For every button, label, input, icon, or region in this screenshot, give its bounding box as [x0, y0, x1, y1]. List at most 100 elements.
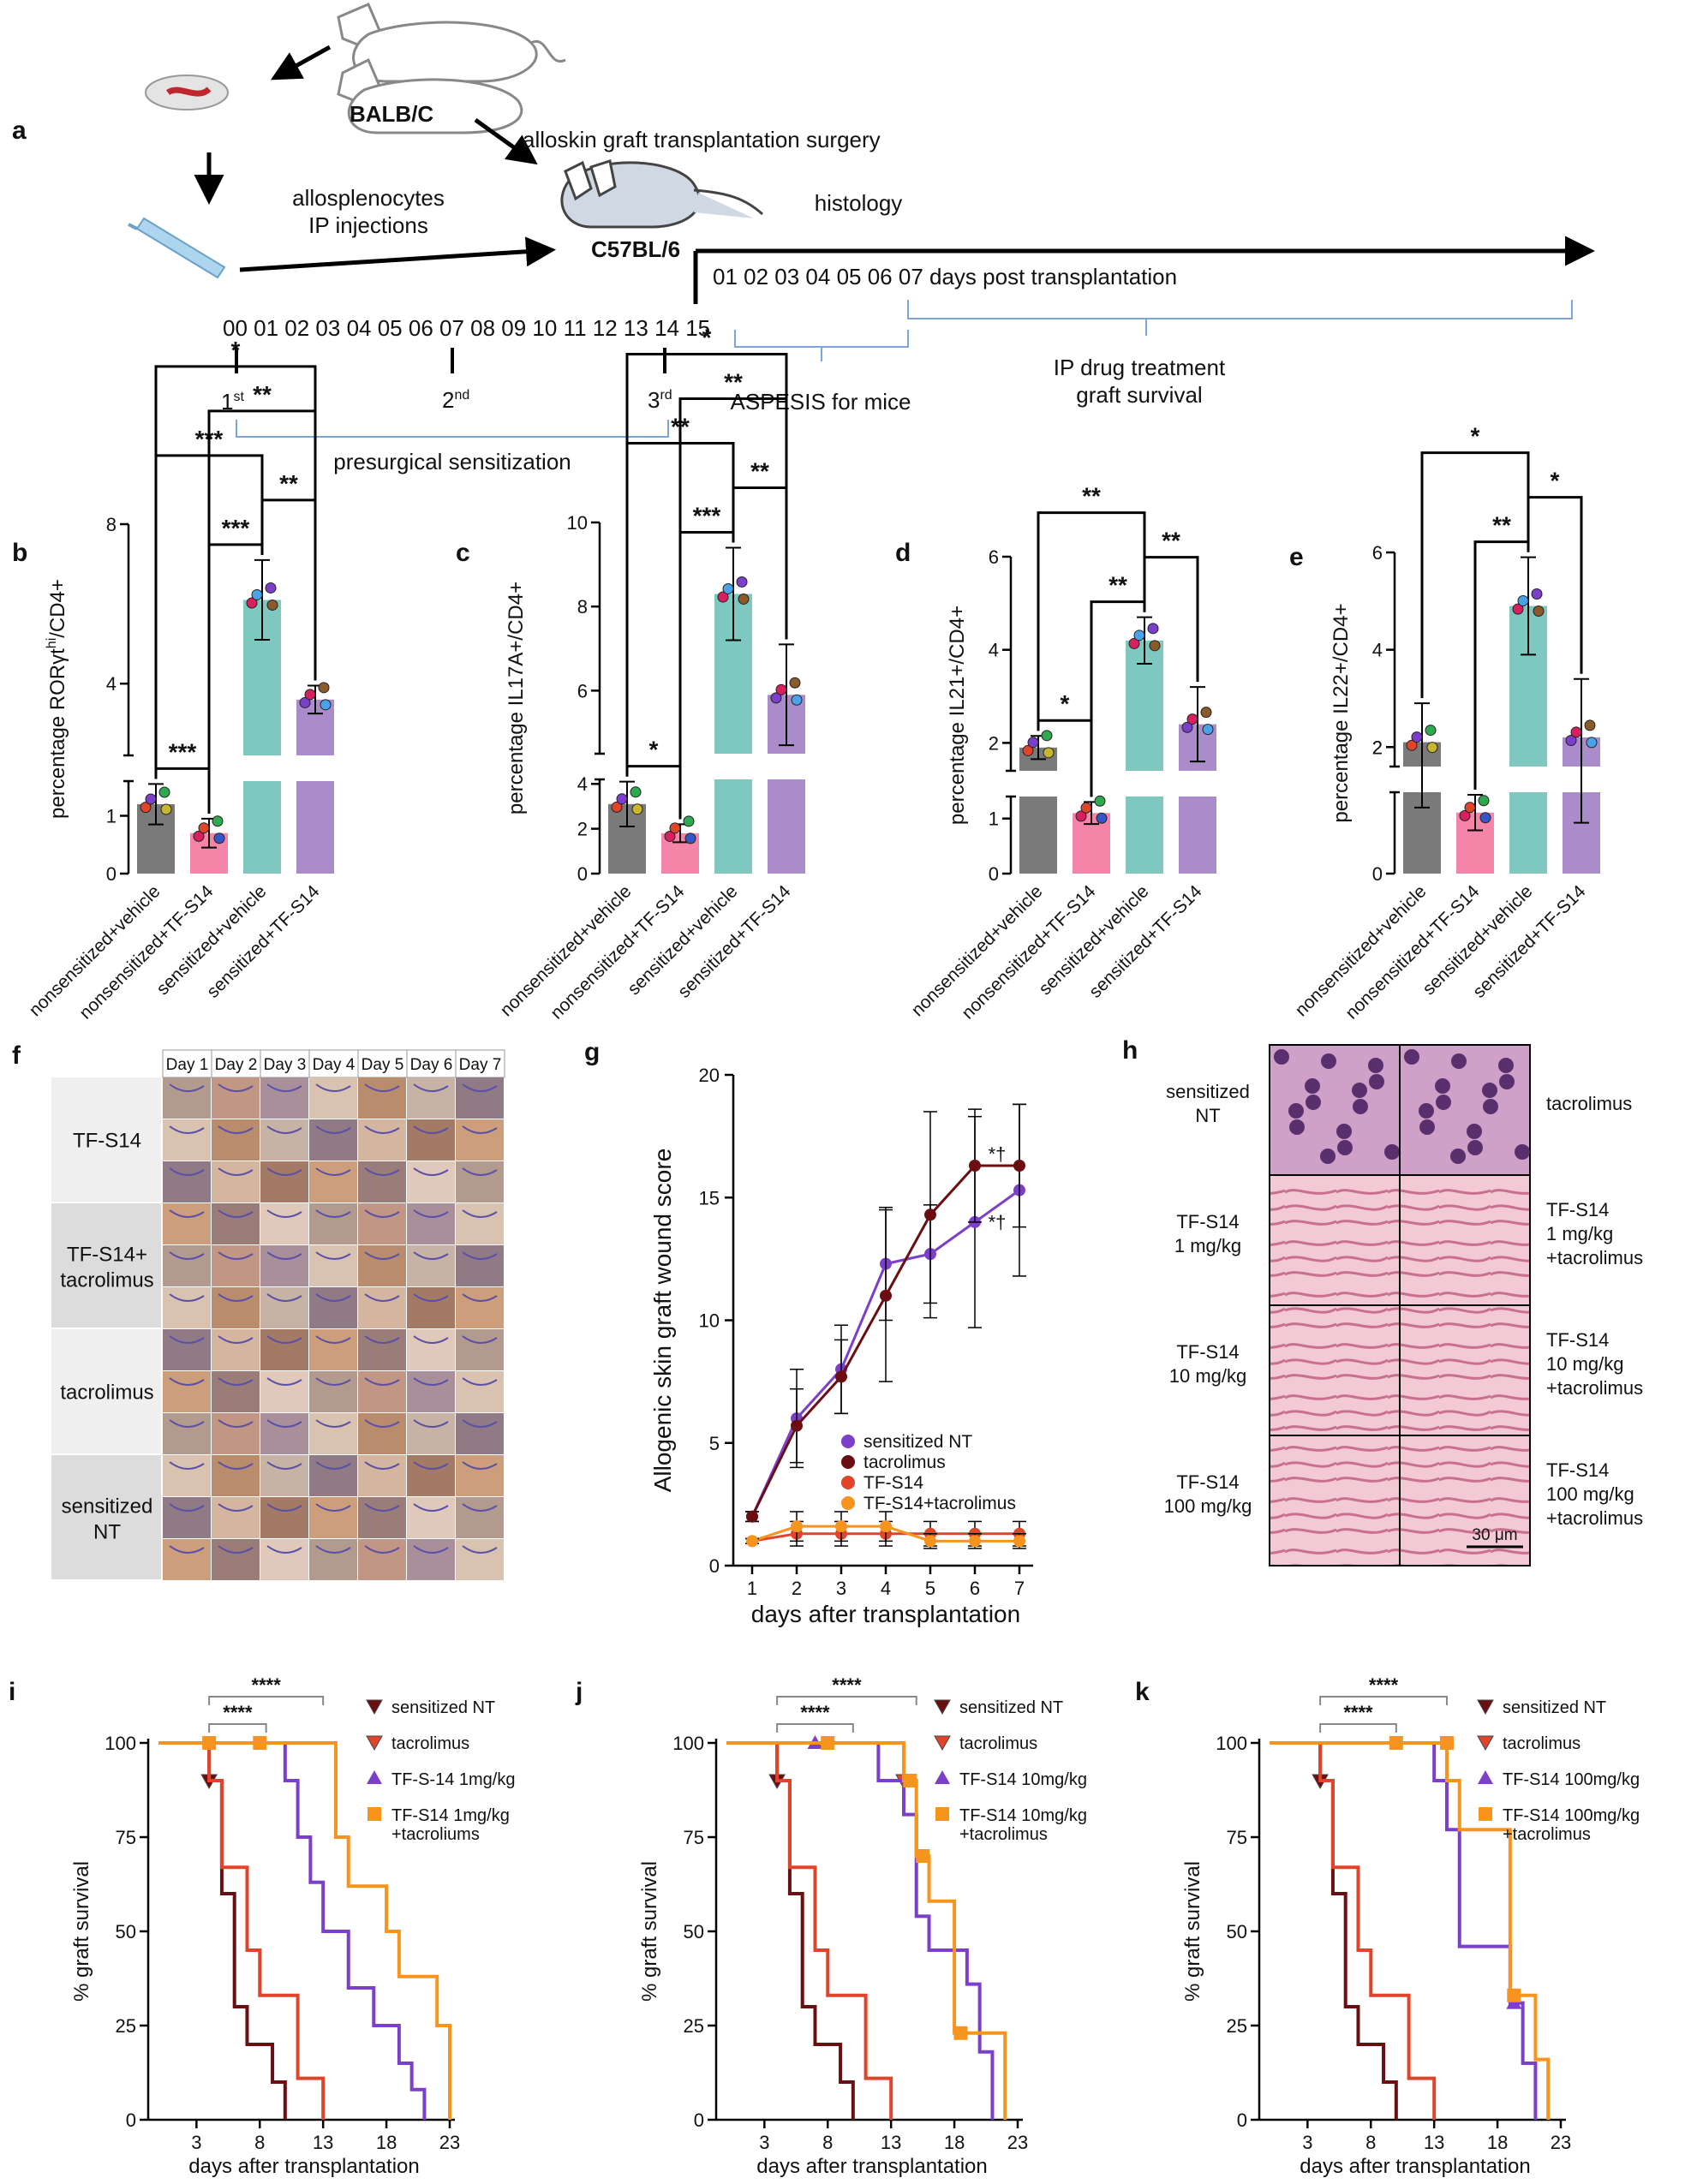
suture-line [266, 1083, 302, 1092]
suture-line [266, 1209, 302, 1218]
survival-curve-i-2 [158, 1741, 427, 2120]
data-point-c-2 [717, 591, 729, 603]
nucleus [1483, 1099, 1498, 1114]
suture-line [218, 1335, 254, 1344]
suture-line [266, 1167, 302, 1176]
y-tick-label-d: 6 [989, 546, 999, 568]
censor-marker-j [953, 2026, 968, 2040]
histology-image [1269, 1174, 1401, 1306]
data-point-d-0 [1027, 737, 1039, 749]
x-tick-label-g: 5 [925, 1578, 935, 1599]
data-point-b-2 [246, 597, 258, 609]
y-axis-label-k: % graft survival [1181, 1861, 1204, 2002]
legend-marker-g [841, 1435, 855, 1448]
suture-line [169, 1251, 205, 1260]
data-point-d-3 [1200, 707, 1212, 719]
wound-photo-tile [212, 1371, 260, 1412]
sig-label-e: * [1471, 423, 1480, 450]
legend-label-g: TF-S14 [863, 1473, 923, 1493]
legend-marker-i [367, 1807, 381, 1821]
data-point-e-2 [1517, 595, 1529, 606]
dose-3-label: 3rd [648, 387, 672, 413]
legend-label-2-i: +tacroliums [391, 1825, 480, 1844]
y-tick-label-d: 0 [989, 863, 999, 885]
data-point-d-2 [1133, 630, 1145, 641]
y-tick-label-k: 100 [1216, 1733, 1247, 1754]
suture-line [413, 1503, 449, 1512]
group-label-bg [51, 1455, 161, 1579]
suture-line [413, 1293, 449, 1302]
histology-image [1399, 1435, 1531, 1566]
suture-line [218, 1083, 254, 1092]
suture-line [315, 1419, 351, 1428]
suture-line [315, 1293, 351, 1302]
data-point-d-0 [1043, 747, 1055, 759]
histology-right-label: 1 mg/kg [1546, 1223, 1613, 1244]
group-label-bg [51, 1203, 161, 1328]
scale-bar-label: 30 μm [1472, 1526, 1517, 1544]
y-tick-label-k: 25 [1227, 2015, 1247, 2037]
data-point-b-3 [304, 689, 316, 701]
data-point-b-0 [145, 793, 157, 805]
data-point-d-1 [1075, 810, 1087, 822]
y-tick-label-g: 0 [709, 1555, 720, 1577]
suture-line [462, 1335, 498, 1344]
histology-label: histology [815, 190, 903, 216]
data-point-b-3 [318, 682, 330, 694]
surgery-label: alloskin graft transplantation surgery [523, 127, 881, 152]
y-axis-label-d: percentage IL21+/CD4+ [946, 606, 969, 825]
histology-right-label: +tacrolimus [1546, 1247, 1643, 1268]
y-tick-label-c: 10 [567, 512, 588, 534]
bar-low-d-3 [1179, 797, 1216, 874]
data-point-e-1 [1478, 795, 1490, 807]
y-tick-label-b: 0 [106, 863, 117, 885]
wound-photo-tile [309, 1329, 357, 1370]
suture-line [315, 1461, 351, 1470]
data-point-g-3 [791, 1520, 803, 1533]
day-header-label: Day 5 [362, 1056, 404, 1074]
y-tick-label-b: 4 [106, 673, 117, 695]
sig-label-d: ** [1082, 483, 1101, 510]
bar-low-c-3 [768, 779, 805, 874]
legend-marker-g [841, 1476, 855, 1489]
panel-letter-c: c [456, 539, 470, 567]
censor-marker-k [1507, 1988, 1521, 2002]
group-label-2: tacrolimus [60, 1269, 153, 1292]
suture-line [218, 1419, 254, 1428]
data-point-c-2 [738, 593, 750, 605]
data-point-d-0 [1022, 744, 1034, 756]
suture-line [169, 1293, 205, 1302]
data-point-c-2 [736, 576, 748, 588]
wound-photo-tile [407, 1119, 455, 1161]
sig-label-k: **** [1343, 1702, 1373, 1723]
histology-right-label: TF-S14 [1546, 1329, 1609, 1351]
sig-label-c: ** [724, 368, 743, 395]
sig-label-b: * [231, 337, 241, 363]
legend-marker-k [1477, 1735, 1494, 1751]
suture-line [266, 1545, 302, 1554]
y-label-main-e: percentage IL22+/CD4+ [1330, 603, 1353, 822]
legend-label-j: TF-S14 10mg/kg [959, 1806, 1087, 1825]
wound-photo-tile [260, 1203, 308, 1244]
data-point-b-2 [251, 588, 263, 600]
wound-photo-tile [260, 1455, 308, 1496]
suture-line [364, 1251, 400, 1260]
panel-letter-b: b [12, 539, 27, 567]
y-tick-label-g: 10 [699, 1310, 720, 1332]
suture-line [462, 1461, 498, 1470]
legend-marker-i [366, 1699, 383, 1716]
censor-marker-k [1389, 1736, 1403, 1750]
wound-photo-tile [407, 1329, 455, 1370]
panel-letter-j: j [575, 1678, 583, 1706]
data-point-c-1 [683, 815, 695, 827]
x-axis-label-j: days after transplantation [756, 2155, 988, 2178]
wound-photo-tile [309, 1539, 357, 1580]
y-tick-label-d: 1 [989, 809, 999, 830]
suture-line [364, 1167, 400, 1176]
suture-line [364, 1209, 400, 1218]
data-point-e-3 [1586, 737, 1598, 749]
nucleus [1336, 1124, 1352, 1139]
x-tick-label-i: 13 [313, 2132, 333, 2153]
wound-photo-tile [309, 1203, 357, 1244]
wound-photo-tile [407, 1371, 455, 1412]
